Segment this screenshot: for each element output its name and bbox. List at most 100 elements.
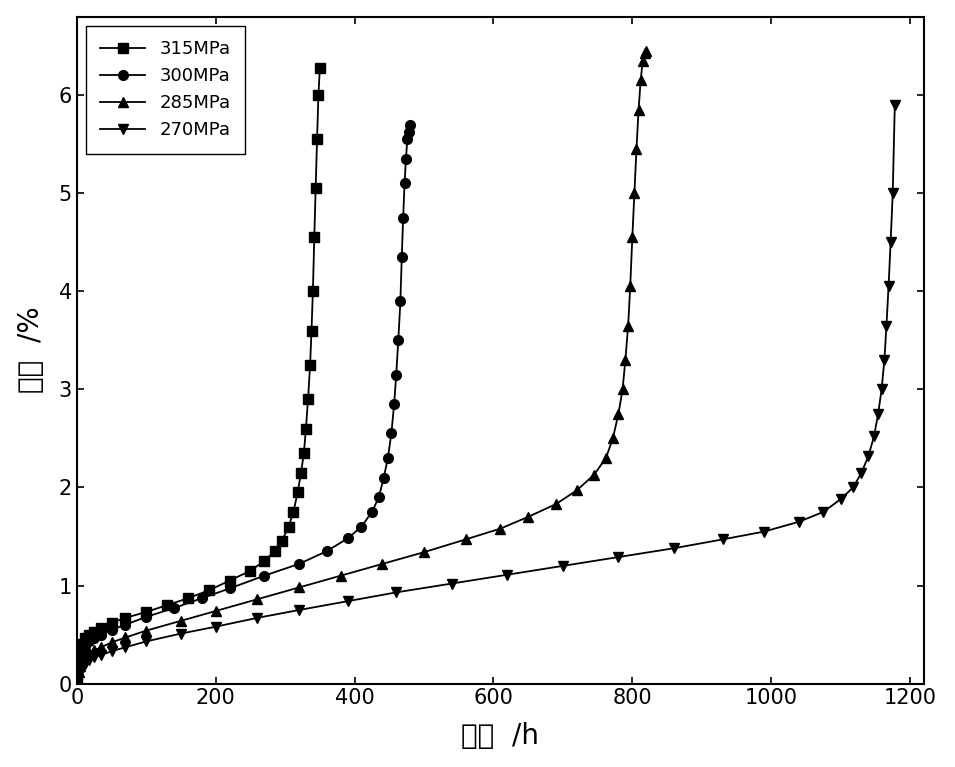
315MPa [283, 522, 294, 532]
285MPa [623, 321, 634, 331]
300MPa [119, 621, 131, 630]
315MPa [72, 669, 83, 678]
270MPa [847, 483, 859, 492]
Line: 315MPa: 315MPa [72, 63, 325, 689]
285MPa [175, 616, 186, 625]
270MPa [873, 410, 884, 419]
270MPa [889, 100, 901, 110]
270MPa [76, 663, 88, 672]
Y-axis label: 应变  /%: 应变 /% [16, 307, 45, 393]
315MPa [161, 601, 173, 610]
315MPa [312, 91, 324, 100]
270MPa [119, 643, 131, 652]
300MPa [72, 671, 83, 680]
300MPa [397, 213, 409, 222]
300MPa [382, 453, 393, 463]
270MPa [794, 517, 805, 526]
285MPa [613, 410, 625, 419]
300MPa [96, 630, 107, 639]
300MPa [76, 647, 88, 656]
300MPa [391, 370, 402, 379]
270MPa [251, 614, 263, 623]
300MPa [402, 135, 414, 144]
270MPa [881, 321, 892, 331]
285MPa [639, 48, 650, 58]
315MPa [292, 488, 304, 497]
285MPa [72, 674, 83, 683]
300MPa [399, 179, 411, 188]
315MPa [298, 449, 309, 458]
Line: 270MPa: 270MPa [72, 100, 900, 689]
315MPa [203, 586, 215, 595]
270MPa [74, 670, 85, 680]
270MPa [717, 535, 729, 544]
270MPa [817, 507, 829, 516]
315MPa [106, 618, 117, 627]
300MPa [140, 612, 152, 621]
270MPa [74, 667, 86, 676]
285MPa [625, 281, 636, 291]
300MPa [386, 429, 397, 438]
285MPa [637, 56, 648, 65]
285MPa [140, 626, 152, 635]
285MPa [376, 559, 388, 568]
270MPa [557, 561, 568, 571]
315MPa [74, 657, 85, 667]
285MPa [635, 76, 647, 85]
315MPa [269, 547, 281, 556]
285MPa [71, 679, 82, 688]
285MPa [600, 453, 611, 463]
300MPa [223, 584, 235, 593]
270MPa [71, 679, 82, 688]
285MPa [628, 189, 640, 198]
300MPa [74, 661, 85, 670]
315MPa [259, 556, 270, 565]
270MPa [83, 656, 95, 665]
300MPa [404, 120, 415, 129]
270MPa [668, 544, 680, 553]
285MPa [210, 607, 222, 616]
270MPa [885, 238, 897, 247]
285MPa [633, 105, 645, 114]
315MPa [182, 594, 194, 603]
300MPa [321, 547, 332, 556]
285MPa [550, 499, 562, 509]
270MPa [175, 629, 186, 638]
Legend: 315MPa, 300MPa, 285MPa, 270MPa: 315MPa, 300MPa, 285MPa, 270MPa [86, 25, 245, 153]
X-axis label: 时间  /h: 时间 /h [461, 723, 540, 750]
285MPa [74, 667, 85, 676]
300MPa [168, 604, 180, 613]
270MPa [868, 432, 880, 441]
300MPa [71, 679, 82, 688]
285MPa [96, 643, 107, 652]
285MPa [79, 653, 91, 662]
285MPa [522, 512, 534, 522]
315MPa [306, 326, 317, 335]
270MPa [391, 588, 402, 597]
285MPa [571, 486, 583, 495]
315MPa [308, 232, 320, 242]
285MPa [335, 571, 347, 581]
315MPa [311, 135, 323, 144]
300MPa [106, 625, 117, 634]
270MPa [613, 552, 625, 561]
285MPa [293, 583, 305, 592]
270MPa [856, 468, 867, 477]
270MPa [342, 597, 353, 606]
315MPa [314, 63, 326, 72]
315MPa [140, 607, 152, 617]
315MPa [119, 614, 131, 623]
300MPa [79, 642, 91, 651]
Line: 300MPa: 300MPa [72, 120, 415, 689]
270MPa [882, 281, 894, 291]
270MPa [89, 653, 100, 662]
300MPa [396, 252, 408, 262]
270MPa [446, 579, 457, 588]
300MPa [74, 653, 86, 663]
270MPa [501, 570, 513, 579]
285MPa [588, 470, 600, 479]
270MPa [293, 605, 305, 614]
300MPa [373, 492, 385, 502]
285MPa [626, 232, 638, 242]
285MPa [620, 355, 631, 364]
